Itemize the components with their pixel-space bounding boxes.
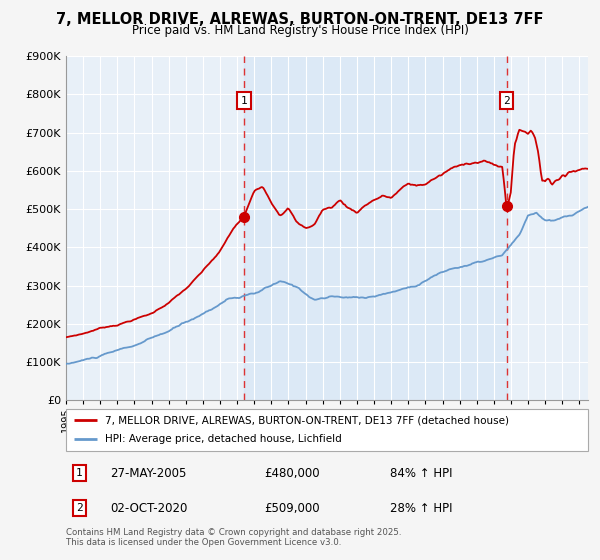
- Text: 02-OCT-2020: 02-OCT-2020: [110, 502, 188, 515]
- Text: £480,000: £480,000: [265, 466, 320, 480]
- Text: HPI: Average price, detached house, Lichfield: HPI: Average price, detached house, Lich…: [105, 435, 342, 445]
- Text: 84% ↑ HPI: 84% ↑ HPI: [389, 466, 452, 480]
- Text: 1: 1: [241, 96, 248, 106]
- Text: 2: 2: [76, 503, 82, 513]
- Bar: [244, 56, 507, 400]
- Text: Price paid vs. HM Land Registry's House Price Index (HPI): Price paid vs. HM Land Registry's House …: [131, 24, 469, 36]
- Text: £509,000: £509,000: [265, 502, 320, 515]
- Text: 28% ↑ HPI: 28% ↑ HPI: [389, 502, 452, 515]
- Text: 7, MELLOR DRIVE, ALREWAS, BURTON-ON-TRENT, DE13 7FF (detached house): 7, MELLOR DRIVE, ALREWAS, BURTON-ON-TREN…: [105, 415, 509, 425]
- Text: 1: 1: [76, 468, 82, 478]
- Text: 2: 2: [503, 96, 510, 106]
- FancyBboxPatch shape: [66, 409, 588, 451]
- Text: 27-MAY-2005: 27-MAY-2005: [110, 466, 187, 480]
- Text: 7, MELLOR DRIVE, ALREWAS, BURTON-ON-TRENT, DE13 7FF: 7, MELLOR DRIVE, ALREWAS, BURTON-ON-TREN…: [56, 12, 544, 27]
- Text: Contains HM Land Registry data © Crown copyright and database right 2025.
This d: Contains HM Land Registry data © Crown c…: [66, 528, 401, 547]
